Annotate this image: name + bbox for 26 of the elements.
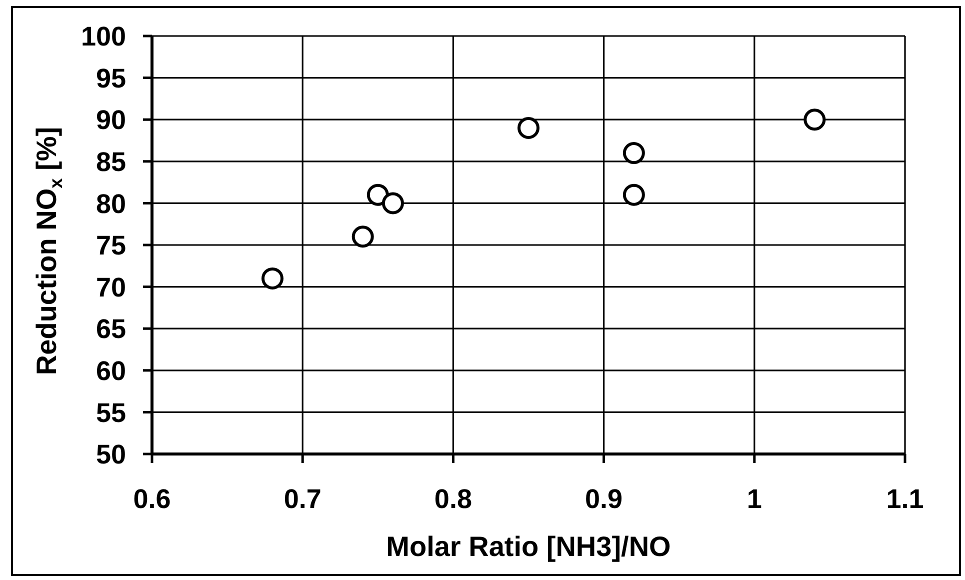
y-tick-label: 80: [96, 188, 126, 219]
y-tick-label: 90: [96, 105, 126, 136]
y-tick-label: 95: [96, 63, 126, 94]
y-tick-label: 50: [96, 440, 126, 470]
point: [622, 184, 645, 206]
x-tick-label: 0.9: [585, 484, 623, 514]
x-tick-label: 0.6: [133, 484, 171, 514]
point: [804, 108, 826, 131]
y-tick-label: 85: [96, 146, 126, 177]
y-tick-label: 65: [96, 314, 126, 344]
x-tick-label: 0.8: [434, 484, 472, 514]
x-tick-label: 1: [746, 484, 762, 514]
y-tick-label: 100: [80, 22, 126, 52]
point: [518, 116, 540, 139]
point: [366, 184, 389, 206]
point: [352, 226, 374, 248]
x-tick-label: 0.7: [284, 484, 322, 514]
point: [622, 142, 645, 164]
y-tick-label: 75: [96, 230, 126, 261]
point: [261, 267, 284, 290]
y-tick-label: 55: [96, 398, 126, 428]
point: [382, 192, 404, 214]
y-tick-label: 60: [96, 356, 126, 386]
x-axis-title: Molar Ratio [NH3]/NO: [386, 530, 671, 562]
y-tick-label: 70: [96, 272, 126, 302]
x-tick-label: 1.1: [886, 484, 924, 514]
